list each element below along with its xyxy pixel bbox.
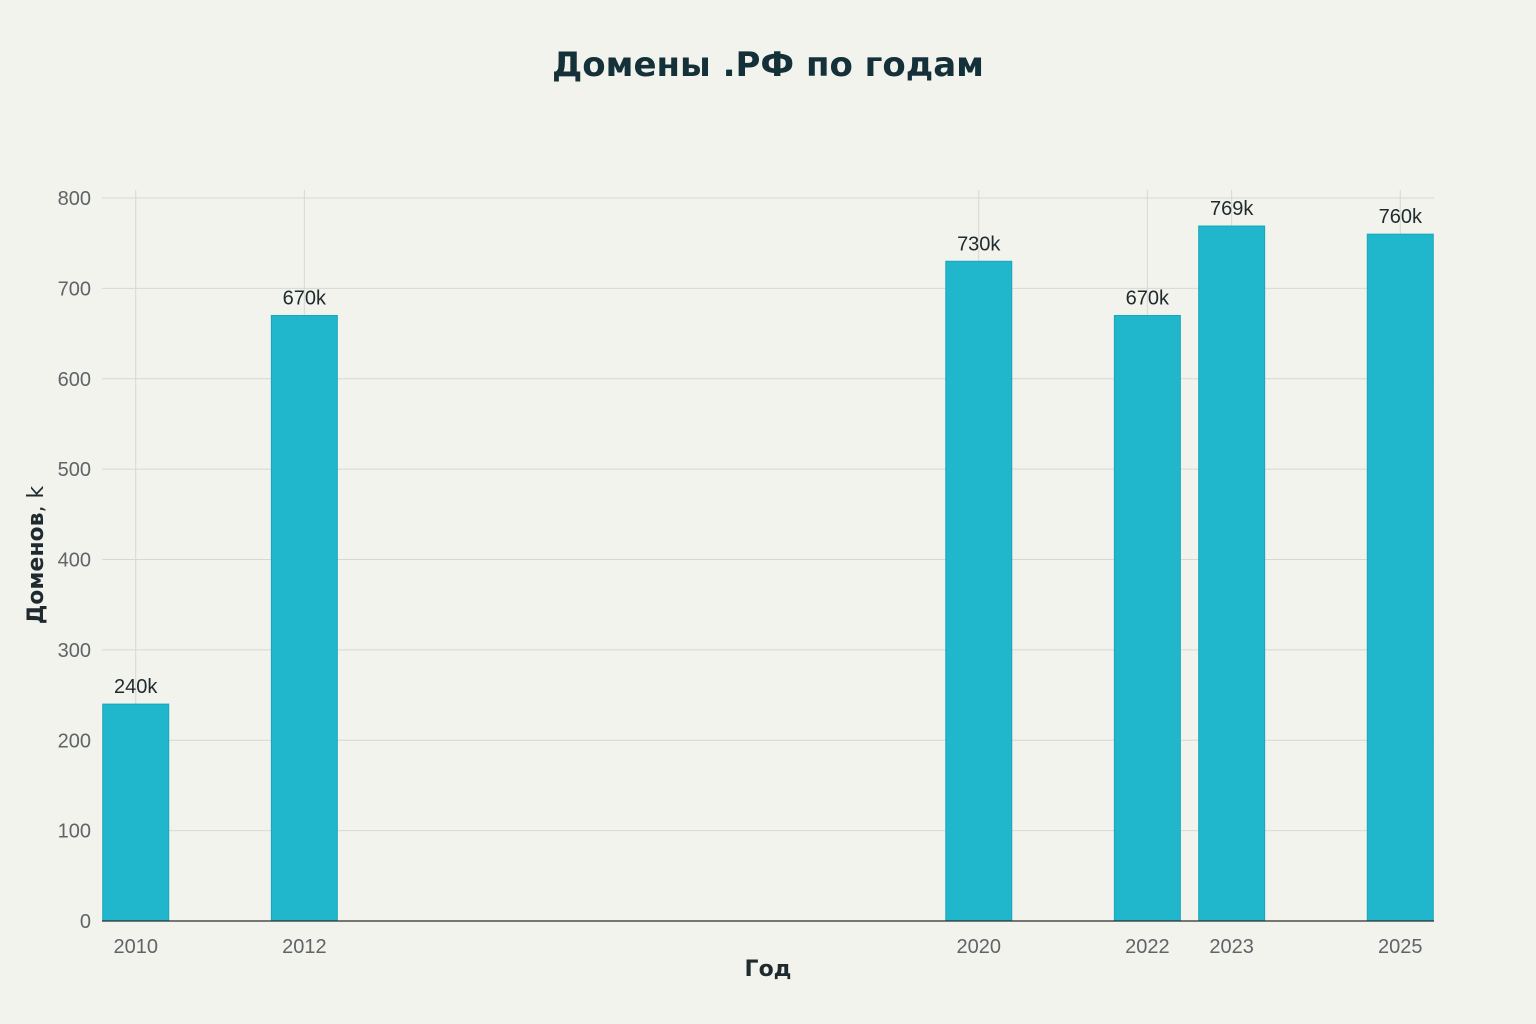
bar xyxy=(1366,233,1434,922)
data-label: 670k xyxy=(283,287,327,309)
x-tick-label: 2012 xyxy=(282,936,327,958)
axes: 0 100 200 300 400 500 600 700 800 2010 2012 2020 202… xyxy=(58,188,1434,958)
y-axis-title-main: Доменов xyxy=(24,512,49,624)
y-tick-label: 800 xyxy=(58,188,91,210)
y-tick-label: 600 xyxy=(58,369,91,391)
y-tick-label: 500 xyxy=(58,459,91,481)
data-label: 730k xyxy=(957,233,1001,255)
bars xyxy=(102,225,1434,922)
y-tick-label: 0 xyxy=(80,911,91,933)
x-axis-title: Год xyxy=(745,957,792,982)
bar xyxy=(1113,314,1181,922)
bar xyxy=(945,260,1013,922)
chart-title: Домены .РФ по годам xyxy=(552,45,984,85)
y-tick-label: 200 xyxy=(58,730,91,752)
y-tick-label: 700 xyxy=(58,278,91,300)
x-tick-label: 2022 xyxy=(1125,936,1170,958)
bar xyxy=(270,314,338,922)
x-tick-label: 2025 xyxy=(1378,936,1423,958)
data-label: 769k xyxy=(1210,198,1254,220)
y-tick-label: 400 xyxy=(58,550,91,572)
x-tick-label: 2020 xyxy=(957,936,1002,958)
y-tick-label: 100 xyxy=(58,821,91,843)
x-tick-label: 2010 xyxy=(113,936,158,958)
data-labels: 240k 670k 730k 670k 769k 760k xyxy=(114,198,1423,698)
y-axis-title-unit: , k xyxy=(24,485,49,512)
data-label: 760k xyxy=(1379,206,1423,228)
y-axis-title: Доменов, k xyxy=(24,485,49,624)
data-label: 670k xyxy=(1126,287,1170,309)
data-label: 240k xyxy=(114,676,158,698)
bar xyxy=(102,703,170,922)
y-tick-label: 300 xyxy=(58,640,91,662)
bar xyxy=(1198,225,1266,922)
x-tick-label: 2023 xyxy=(1209,936,1254,958)
